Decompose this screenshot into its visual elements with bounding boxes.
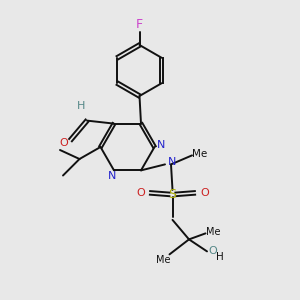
Text: H: H xyxy=(216,252,224,262)
Text: S: S xyxy=(169,188,176,201)
Text: H: H xyxy=(77,100,85,111)
Text: N: N xyxy=(168,157,177,167)
Text: N: N xyxy=(108,171,117,181)
Text: O: O xyxy=(59,138,68,148)
Text: Me: Me xyxy=(206,227,220,237)
Text: N: N xyxy=(157,140,165,151)
Text: Me: Me xyxy=(192,149,207,159)
Text: O: O xyxy=(200,188,209,198)
Text: O: O xyxy=(208,246,217,256)
Text: O: O xyxy=(136,188,145,198)
Text: Me: Me xyxy=(156,255,171,265)
Text: F: F xyxy=(136,18,143,32)
